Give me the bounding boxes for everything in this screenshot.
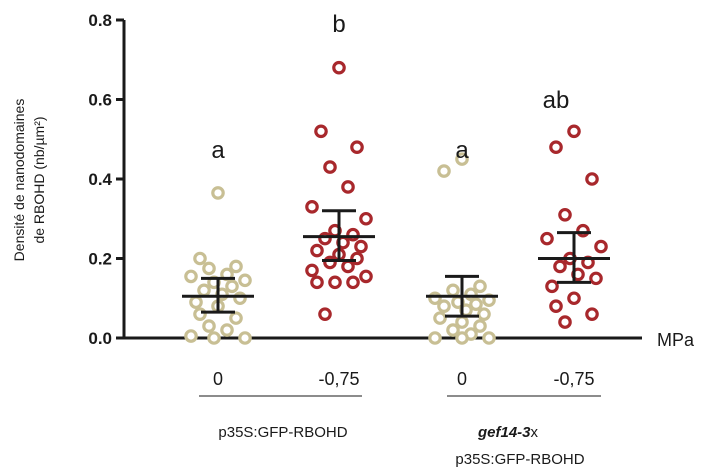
data-point: [211, 186, 225, 200]
data-point: [455, 331, 469, 345]
data-point: [346, 227, 360, 242]
data-point: [428, 291, 442, 306]
y-ticks: 0.0 0.2 0.4 0.6 0.8: [88, 11, 124, 348]
data-point: [314, 124, 328, 139]
data-point: [455, 315, 469, 329]
data-point: [477, 307, 491, 321]
data-point: [207, 331, 221, 345]
significance-letter: a: [211, 137, 225, 164]
data-point: [184, 269, 198, 284]
data-point: [341, 180, 355, 194]
data-point: [202, 319, 216, 333]
data-point: [350, 251, 364, 266]
data-point: [305, 263, 319, 278]
data-point: [433, 311, 447, 325]
data-point: [558, 315, 572, 329]
data-point: [341, 259, 355, 274]
group-label-2-line2: p35S:GFP-RBOHD: [455, 451, 584, 468]
y-tick-label: 0.2: [88, 250, 112, 269]
data-point: [225, 279, 239, 294]
data-point: [350, 140, 364, 154]
data-point: [437, 164, 451, 178]
data-point: [346, 275, 360, 290]
y-tick-label: 0.6: [88, 91, 112, 110]
data-point: [229, 311, 243, 325]
data-point: [354, 239, 368, 254]
data-point: [233, 291, 247, 306]
data-point: [549, 299, 563, 313]
error-bars: [182, 209, 610, 318]
y-tick-label: 0.0: [88, 329, 112, 348]
significance-letter: ab: [543, 87, 570, 114]
data-point: [428, 331, 442, 345]
y-tick-label: 0.8: [88, 11, 112, 30]
data-point: [184, 329, 198, 343]
data-point: [437, 299, 451, 313]
group-label-1: p35S:GFP-RBOHD: [218, 424, 347, 441]
data-point: [318, 307, 332, 321]
y-axis-label-line2: de RBOHD (nb/µm²): [31, 116, 47, 243]
significance-letter: a: [455, 137, 469, 164]
data-point: [189, 295, 203, 310]
data-point: [545, 279, 559, 294]
group-label-2-italic: gef14-3: [477, 424, 531, 441]
data-point: [446, 283, 460, 298]
data-point: [482, 331, 496, 345]
data-point: [549, 140, 563, 154]
data-point: [553, 259, 567, 274]
data-point: [473, 279, 487, 294]
data-point: [585, 172, 599, 186]
category-label: 0: [213, 369, 223, 389]
data-point: [318, 231, 332, 246]
data-point: [585, 307, 599, 321]
y-axis-label-line1: Densité de nanodomaines: [11, 99, 27, 262]
data-point: [469, 297, 483, 312]
data-point: [359, 211, 373, 226]
category-label: -0,75: [553, 369, 594, 389]
data-point: [446, 323, 460, 337]
data-point: [567, 124, 581, 139]
data-point: [594, 239, 608, 254]
data-point: [323, 160, 337, 174]
data-point: [229, 259, 243, 274]
data-point: [359, 269, 373, 284]
data-point: [238, 273, 252, 288]
data-point: [238, 331, 252, 345]
data-point: [310, 243, 324, 258]
data-point: [332, 60, 346, 75]
category-label: -0,75: [318, 369, 359, 389]
data-point: [576, 223, 590, 238]
data-point: [202, 261, 216, 276]
data-point: [567, 291, 581, 306]
data-point: [558, 207, 572, 222]
data-point: [305, 200, 319, 214]
group-label-2: gef14-3x: [477, 424, 539, 441]
data-point: [589, 271, 603, 286]
category-label: 0: [457, 369, 467, 389]
data-point: [197, 283, 211, 298]
data-point: [473, 319, 487, 333]
data-points: [184, 60, 608, 345]
data-point: [193, 307, 207, 321]
group-label-2-suffix: x: [531, 424, 539, 441]
data-point: [193, 251, 207, 266]
data-point: [310, 275, 324, 290]
x-unit-label: MPa: [657, 330, 695, 350]
data-point: [323, 255, 337, 270]
data-point: [540, 231, 554, 246]
significance-letter: b: [332, 11, 345, 38]
data-point: [455, 152, 469, 166]
data-point: [220, 323, 234, 337]
category-labels: 0 -0,75 0 -0,75: [213, 369, 595, 389]
data-point: [328, 275, 342, 290]
y-tick-label: 0.4: [88, 170, 112, 189]
